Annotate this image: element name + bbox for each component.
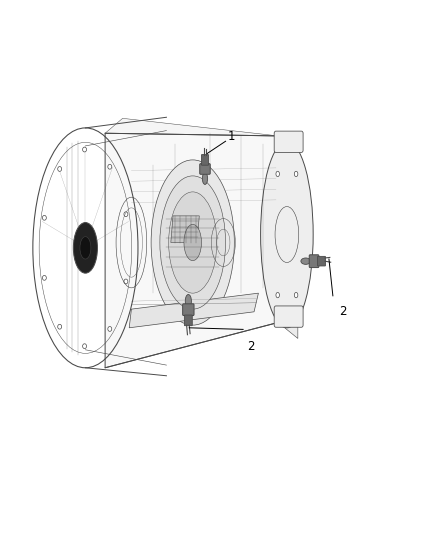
Ellipse shape xyxy=(108,164,112,169)
Ellipse shape xyxy=(160,176,226,309)
Ellipse shape xyxy=(276,293,279,298)
Ellipse shape xyxy=(169,192,217,293)
Polygon shape xyxy=(278,136,298,338)
Ellipse shape xyxy=(42,215,46,220)
FancyBboxPatch shape xyxy=(274,131,303,152)
Ellipse shape xyxy=(124,212,128,216)
FancyBboxPatch shape xyxy=(274,306,303,327)
Ellipse shape xyxy=(185,294,191,308)
Polygon shape xyxy=(105,118,293,152)
Polygon shape xyxy=(171,216,199,243)
Ellipse shape xyxy=(276,171,279,176)
Ellipse shape xyxy=(58,324,62,329)
Polygon shape xyxy=(105,133,278,368)
Ellipse shape xyxy=(124,279,128,284)
Ellipse shape xyxy=(202,173,208,184)
Ellipse shape xyxy=(301,258,311,264)
Ellipse shape xyxy=(83,344,87,349)
Ellipse shape xyxy=(42,276,46,280)
Ellipse shape xyxy=(184,224,201,261)
Ellipse shape xyxy=(83,147,87,152)
Text: 1: 1 xyxy=(227,131,235,143)
Ellipse shape xyxy=(261,141,313,328)
Polygon shape xyxy=(129,293,258,328)
Ellipse shape xyxy=(294,293,298,298)
FancyBboxPatch shape xyxy=(184,315,192,326)
Ellipse shape xyxy=(151,160,234,325)
FancyBboxPatch shape xyxy=(309,255,319,268)
Ellipse shape xyxy=(73,223,97,273)
Ellipse shape xyxy=(294,171,298,176)
FancyBboxPatch shape xyxy=(183,304,194,316)
FancyBboxPatch shape xyxy=(318,256,325,266)
Ellipse shape xyxy=(108,327,112,332)
Ellipse shape xyxy=(58,167,62,172)
Ellipse shape xyxy=(80,237,91,259)
Text: 2: 2 xyxy=(247,340,255,353)
FancyBboxPatch shape xyxy=(201,155,208,165)
FancyBboxPatch shape xyxy=(200,164,210,174)
Text: 2: 2 xyxy=(339,305,346,318)
